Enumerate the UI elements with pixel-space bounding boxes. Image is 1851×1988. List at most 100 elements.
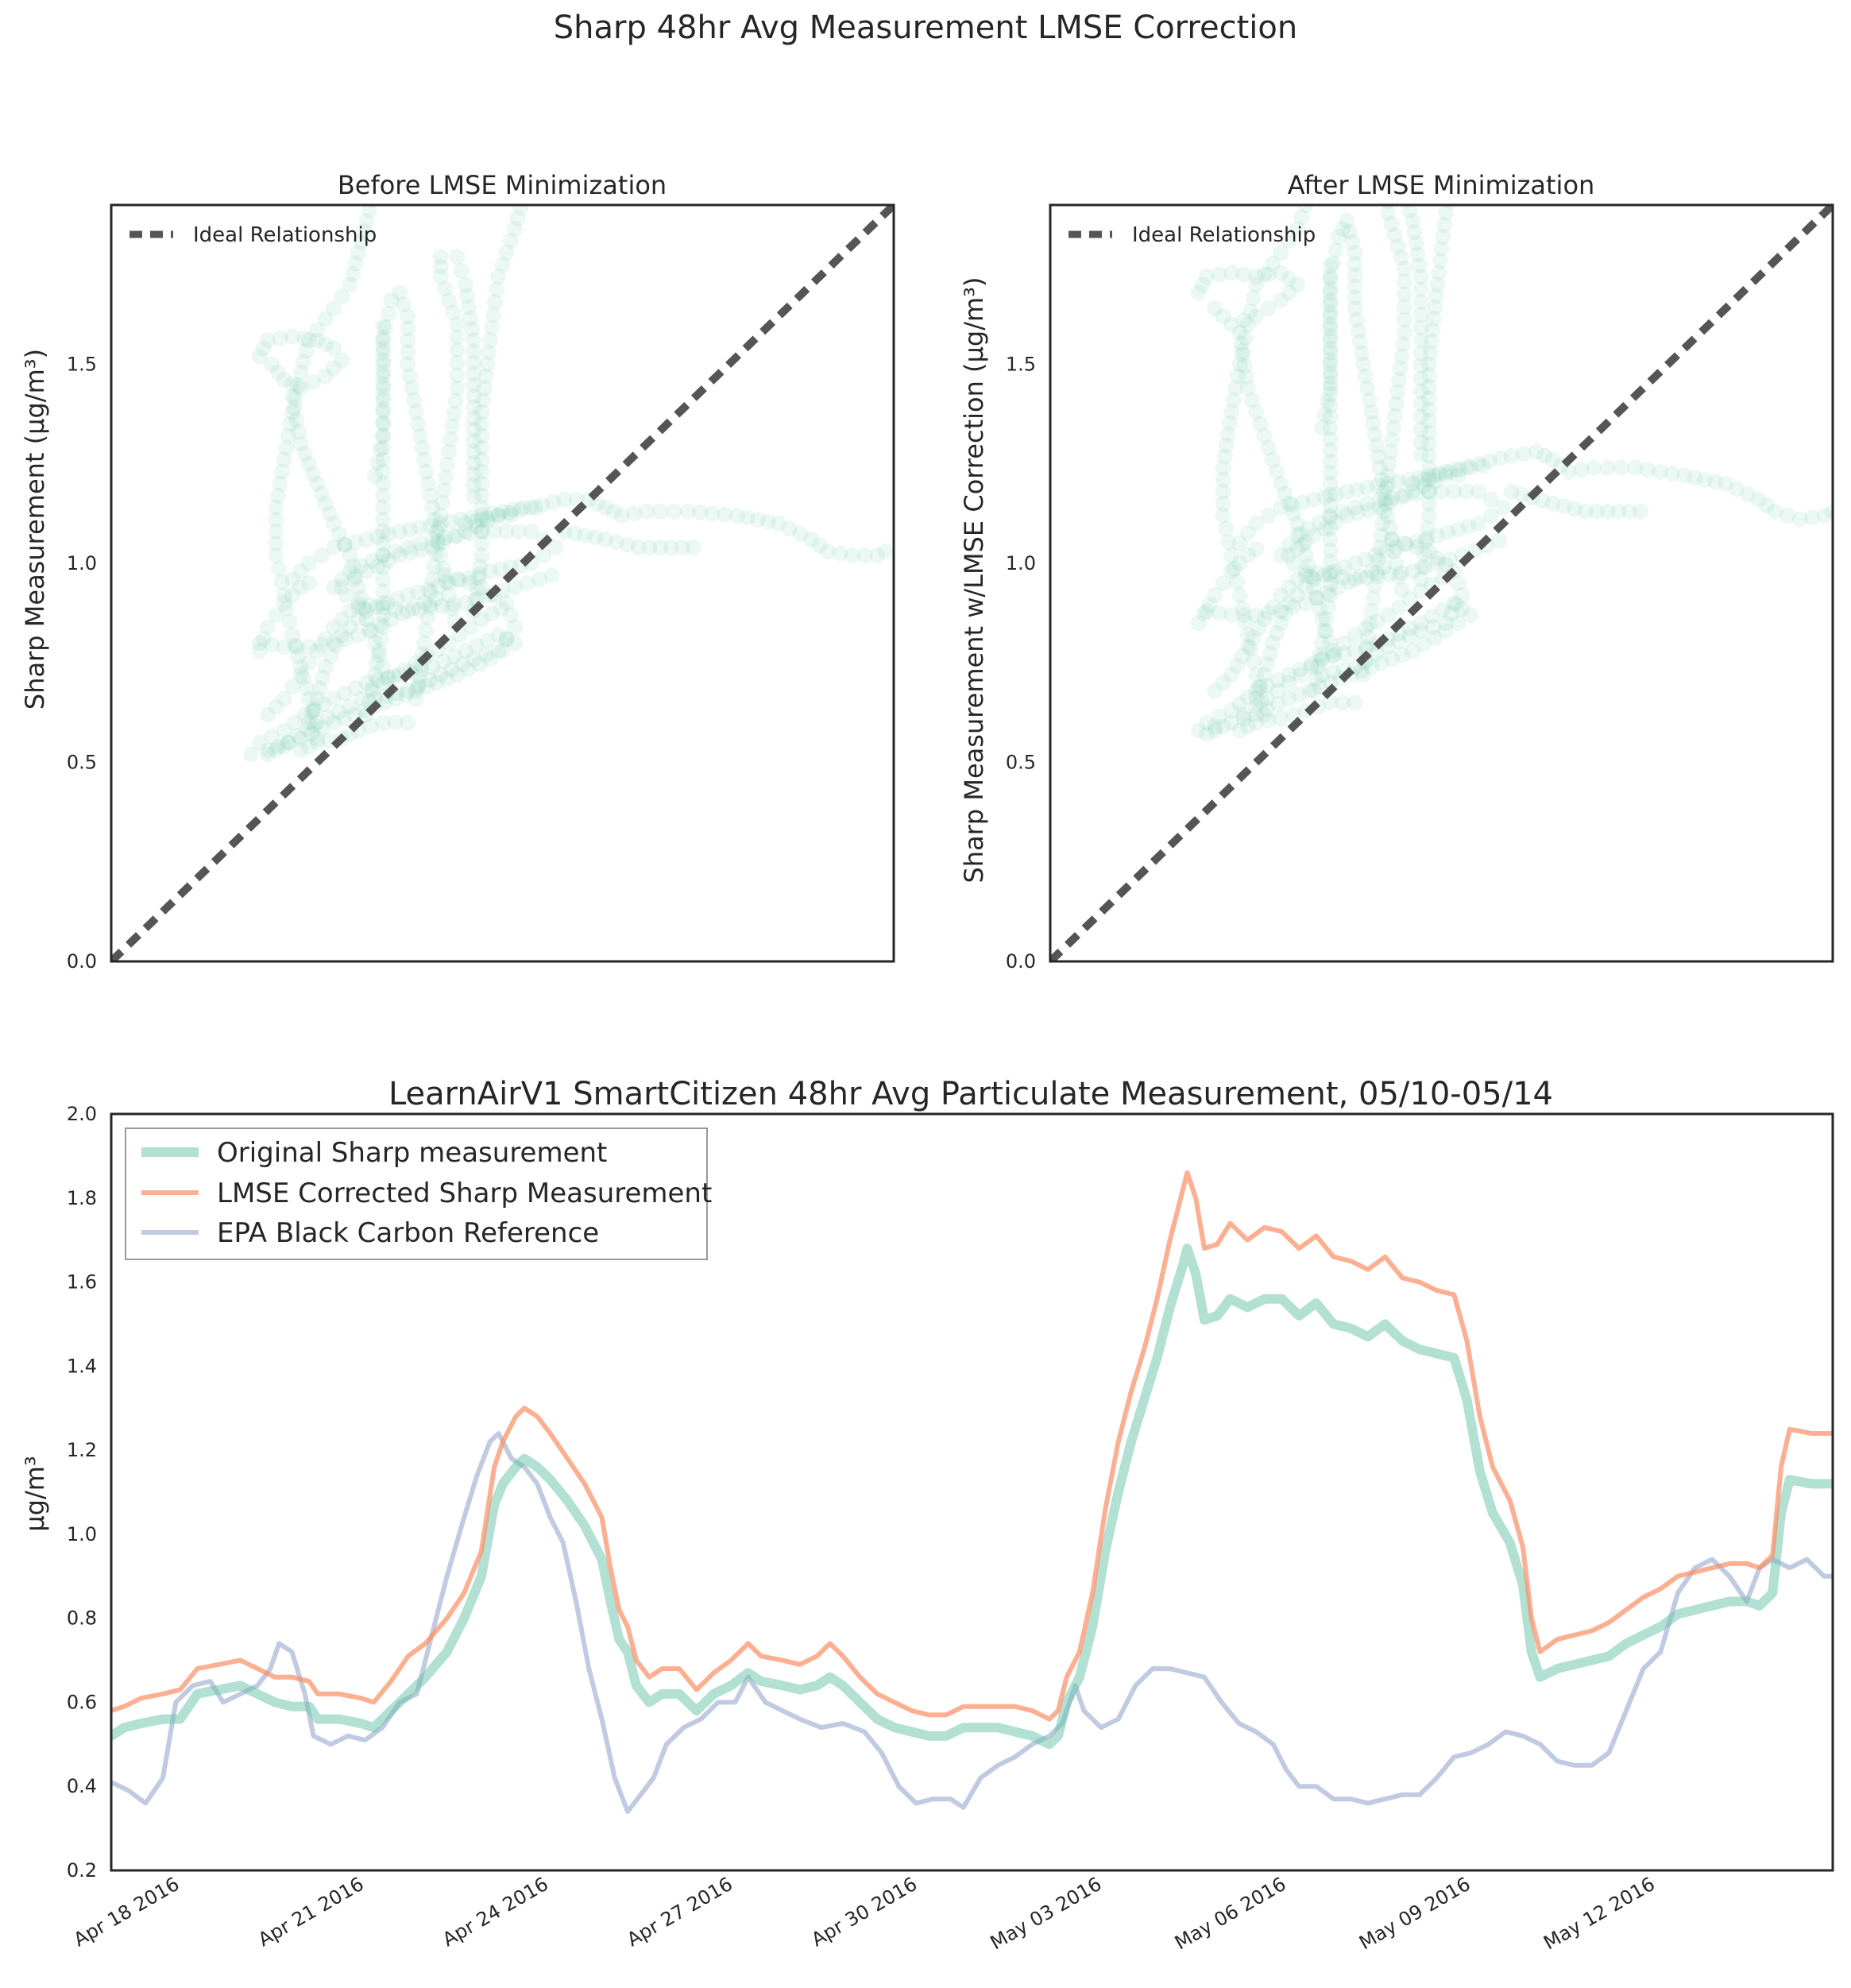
scatter-point (1316, 489, 1333, 505)
scatter-point (1729, 481, 1745, 497)
scatter-point (1248, 714, 1265, 731)
scatter-point (1750, 491, 1767, 508)
scatter-point (400, 308, 416, 325)
scatter-point (462, 310, 479, 327)
scatter-point (1289, 527, 1306, 543)
scatter-point (457, 643, 473, 659)
scatter-point (264, 636, 280, 653)
scatter-point (1412, 396, 1429, 412)
scatter-point (1481, 453, 1497, 470)
scatter-point (1281, 667, 1297, 683)
scatter-point (1322, 431, 1339, 447)
scatter-point (1196, 605, 1212, 622)
scatter-point (284, 679, 301, 695)
scatter-point (490, 507, 507, 524)
scatter-point (1412, 319, 1429, 336)
scatter-point (434, 494, 450, 511)
y-tick-label: 2.0 (67, 1103, 97, 1125)
scatter-point (1396, 273, 1412, 290)
line-chart-title: LearnAirV1 SmartCitizen 48hr Avg Particu… (388, 1076, 1553, 1112)
scatter-point (473, 523, 490, 540)
scatter-point (1474, 458, 1491, 474)
scatter-point (1281, 284, 1297, 301)
scatter-point (468, 518, 485, 535)
scatter-point (1322, 308, 1339, 325)
scatter-point (1375, 483, 1392, 500)
scatter-point (400, 603, 416, 620)
scatter-point (1305, 579, 1322, 596)
scatter-point (347, 568, 364, 585)
y-tick-label: 1.5 (67, 353, 97, 375)
scatter-point (400, 683, 416, 699)
y-tick-label: 0.0 (1006, 950, 1036, 973)
scatter-point (1412, 408, 1429, 425)
scatter-point (435, 482, 452, 498)
scatter-point (1534, 493, 1551, 509)
scatter-point (1322, 375, 1339, 392)
scatter-point (1382, 494, 1399, 511)
scatter-point (1599, 503, 1616, 520)
scatter-point (1347, 256, 1363, 273)
scatter-point (336, 685, 353, 702)
scatter-point (1291, 687, 1308, 703)
scatter-point (268, 511, 284, 528)
scatter-point (282, 416, 299, 432)
scatter-point (375, 376, 392, 393)
scatter-point (434, 598, 450, 615)
scatter-point (1687, 470, 1703, 486)
scatter-point (441, 292, 458, 309)
scatter-point (375, 595, 392, 612)
scatter-point (1409, 533, 1425, 550)
scatter-point (375, 401, 392, 418)
scatter-point (1322, 340, 1339, 357)
scatter-point (666, 503, 682, 520)
scatter-point (362, 597, 379, 613)
scatter-point (483, 605, 500, 622)
scatter-point (1215, 507, 1231, 524)
scatter-point (391, 523, 408, 540)
scatter-point (1239, 627, 1256, 644)
scatter-point (1239, 380, 1256, 396)
scatter-point (432, 258, 449, 275)
scatter-point (1248, 690, 1265, 707)
scatter-point (1248, 698, 1265, 715)
scatter-point (375, 392, 392, 408)
scatter-point (1350, 323, 1366, 339)
scatter-point (1211, 605, 1227, 621)
scatter-point (1491, 532, 1508, 549)
scatter-point (1322, 520, 1339, 536)
scatter-point (1223, 714, 1240, 731)
scatter-point (877, 543, 894, 559)
scatter-point (375, 511, 392, 528)
scatter-point (347, 255, 364, 272)
scatter-point (298, 679, 315, 696)
scatter-point (413, 542, 430, 559)
scatter-point (1245, 289, 1262, 306)
scatter-point (309, 332, 326, 349)
scatter-point (1389, 384, 1406, 400)
scatter-point (1259, 677, 1276, 694)
scatter-point (1269, 695, 1286, 712)
scatter-point (1384, 489, 1401, 506)
scatter-point (309, 321, 326, 338)
scatter-point (1423, 333, 1439, 350)
scatter-point (334, 352, 350, 369)
scatter-point (272, 475, 288, 492)
scatter-point (1420, 483, 1437, 500)
y-tick-label: 1.8 (67, 1187, 97, 1209)
scatter-point (1297, 567, 1314, 583)
scatter-point (1312, 679, 1328, 695)
scatter-point (1226, 560, 1242, 577)
scatter-point (429, 532, 446, 549)
scatter-point (401, 521, 418, 538)
scatter-point (1248, 683, 1265, 699)
series-corrected-line (111, 1170, 1833, 1722)
scatter-point (1264, 635, 1281, 652)
scatter-point (1239, 547, 1256, 563)
scatter-point (411, 677, 427, 694)
scatter-point (428, 591, 445, 608)
scatter-point (1235, 706, 1252, 723)
scatter-point (375, 414, 392, 431)
scatter-point (295, 354, 311, 370)
scatter-point (1316, 567, 1332, 583)
